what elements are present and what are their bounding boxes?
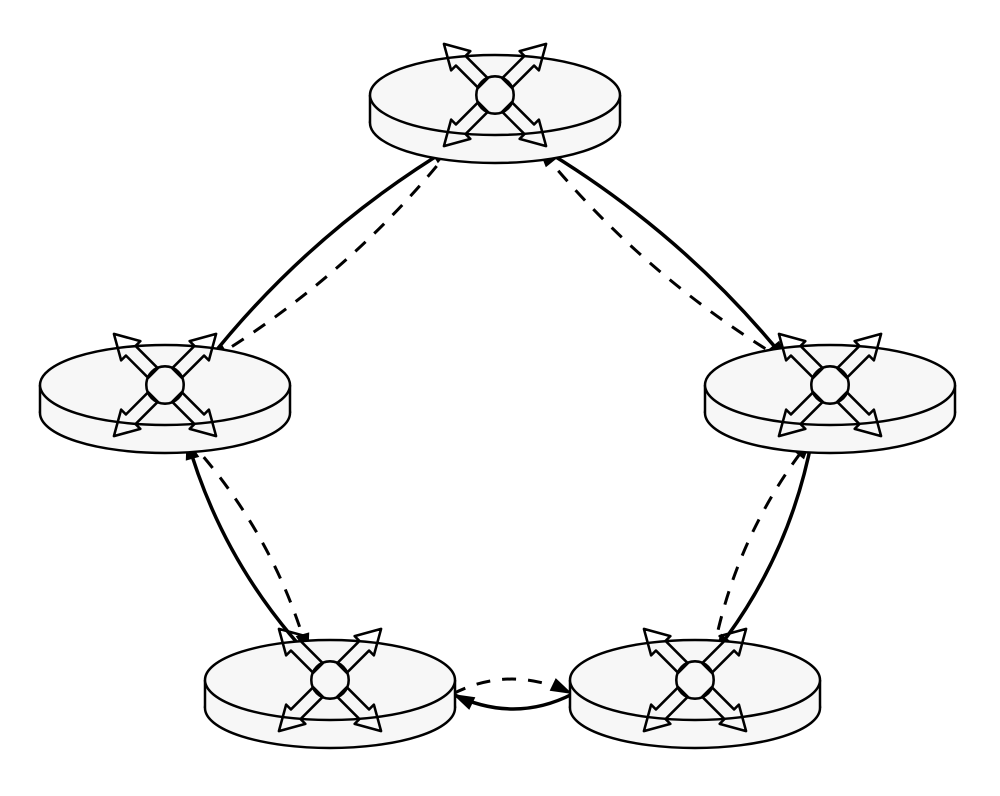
edge-inner-4 xyxy=(537,146,787,362)
edge-outer-2 xyxy=(453,694,573,710)
router-node-bottom-left xyxy=(205,629,455,748)
edge-outer-4 xyxy=(207,146,453,362)
edge-outer-3 xyxy=(186,438,309,656)
network-ring-diagram xyxy=(0,0,1000,796)
edge-inner-2 xyxy=(453,678,573,694)
router-node-top xyxy=(370,44,620,163)
edge-outer-0 xyxy=(537,146,787,362)
edge-inner-1 xyxy=(187,438,310,656)
edge-inner-0 xyxy=(207,146,453,362)
edge-inner-3 xyxy=(713,438,813,655)
router-node-left xyxy=(40,334,290,453)
router-node-bottom-right xyxy=(570,629,820,748)
router-node-right xyxy=(705,334,955,453)
edge-outer-1 xyxy=(713,438,813,655)
